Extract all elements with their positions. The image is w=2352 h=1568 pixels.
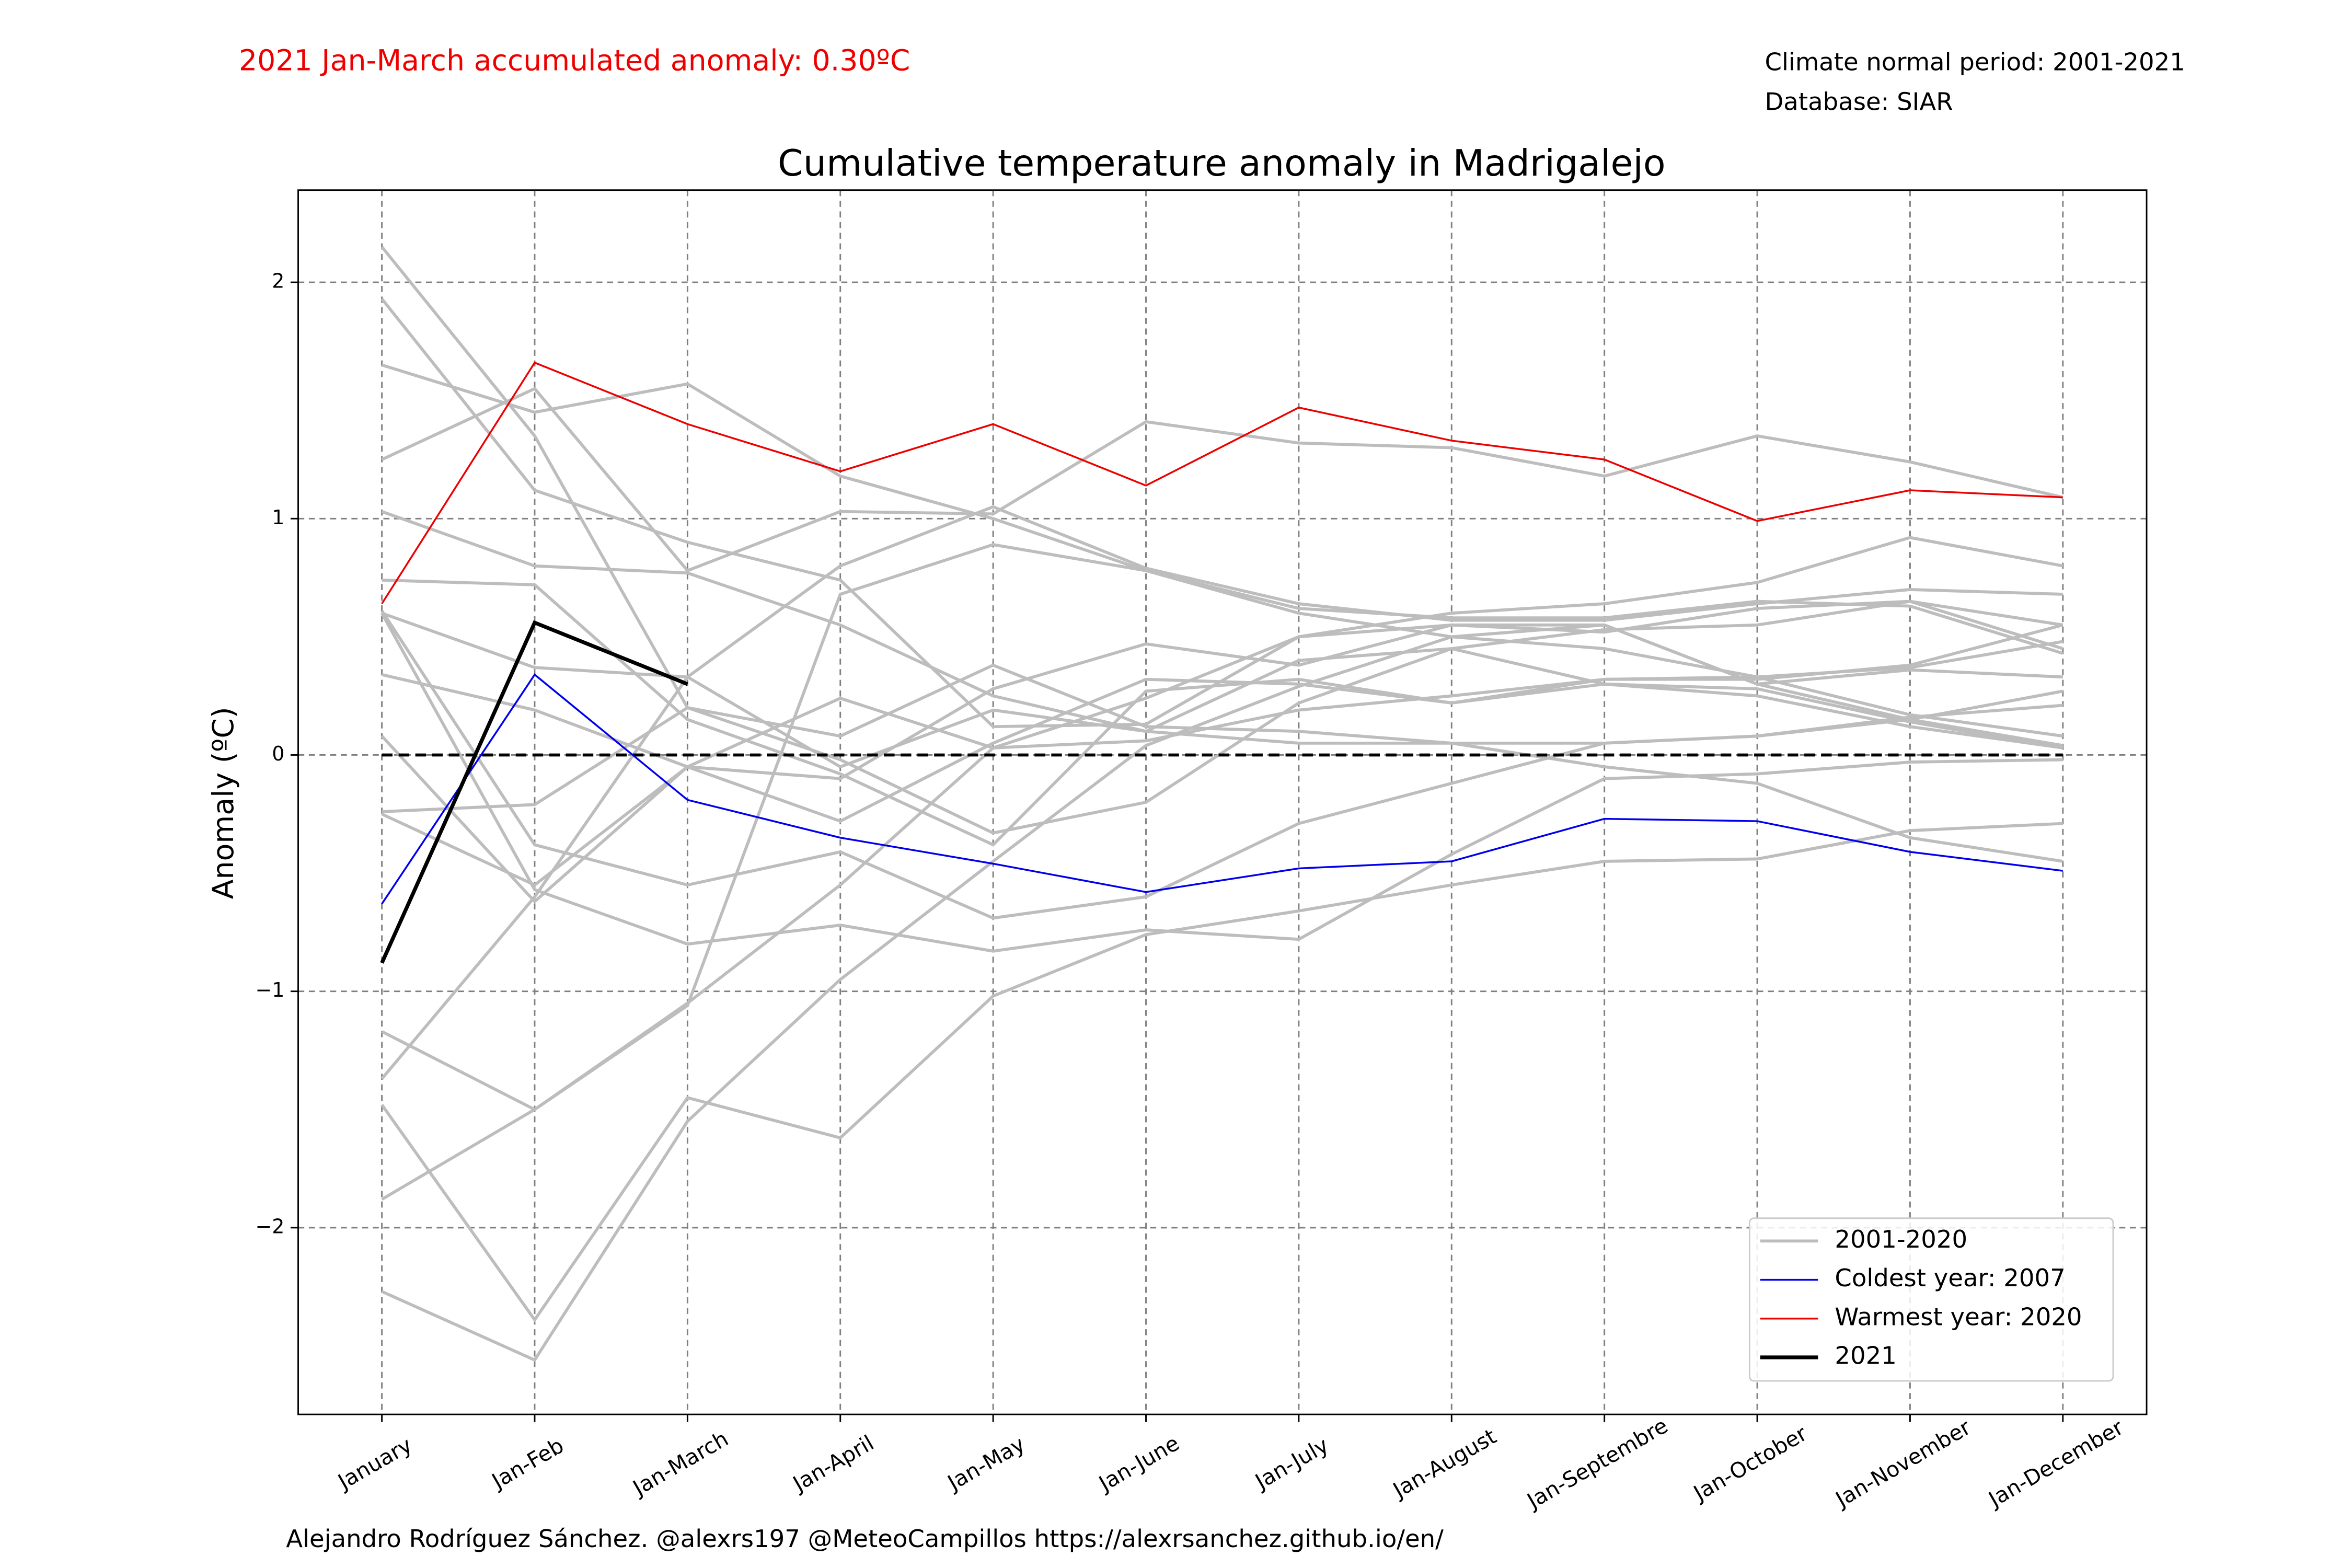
info: Climate normal period: 2001-2021 — [1765, 48, 2185, 76]
y-axis-label: Anomaly (ºC) — [207, 707, 240, 899]
series-line — [381, 361, 2063, 605]
background-line — [381, 623, 2063, 1362]
info: Database: SIAR — [1765, 87, 1953, 116]
plot-frame — [297, 189, 2148, 1415]
legend-label: 2021 — [1835, 1341, 1896, 1369]
y-tick-label: 1 — [272, 506, 284, 529]
background-line — [381, 246, 2063, 863]
background-line — [381, 536, 2063, 1112]
y-tick-label: 0 — [272, 742, 284, 765]
legend-box — [1748, 1217, 2114, 1382]
footer: Alejandro Rodríguez Sánchez. @alexrs197 … — [286, 1525, 1444, 1553]
series-line — [380, 620, 688, 964]
legend: 2001-2020 Coldest year: 2007 Warmest year:… — [1748, 1217, 2114, 1382]
background-line — [381, 386, 2063, 573]
background-line — [381, 363, 2063, 738]
series-line — [381, 673, 2063, 905]
y-tick-label: −1 — [256, 978, 285, 1001]
background-line — [381, 510, 2063, 733]
legend-label: Warmest year: 2020 — [1835, 1302, 2082, 1331]
y-tick-label: 2 — [272, 270, 284, 293]
background-line — [381, 673, 2063, 823]
annotation: 2021 Jan-March accumulated anomaly: 0.30… — [239, 44, 910, 77]
background-line — [381, 822, 2063, 1323]
background-line — [381, 612, 2063, 953]
y-tick-label: −2 — [256, 1215, 285, 1238]
background-line — [381, 623, 2063, 904]
background-line — [381, 543, 2063, 1201]
background-line — [382, 578, 2063, 847]
background-line — [381, 599, 2063, 887]
background-line — [382, 647, 2063, 835]
legend-label: Coldest year: 2007 — [1835, 1264, 2065, 1292]
legend-label: 2001-2020 — [1835, 1225, 1967, 1253]
chart-title: Cumulative temperature anomaly in Madrig… — [778, 142, 1666, 185]
